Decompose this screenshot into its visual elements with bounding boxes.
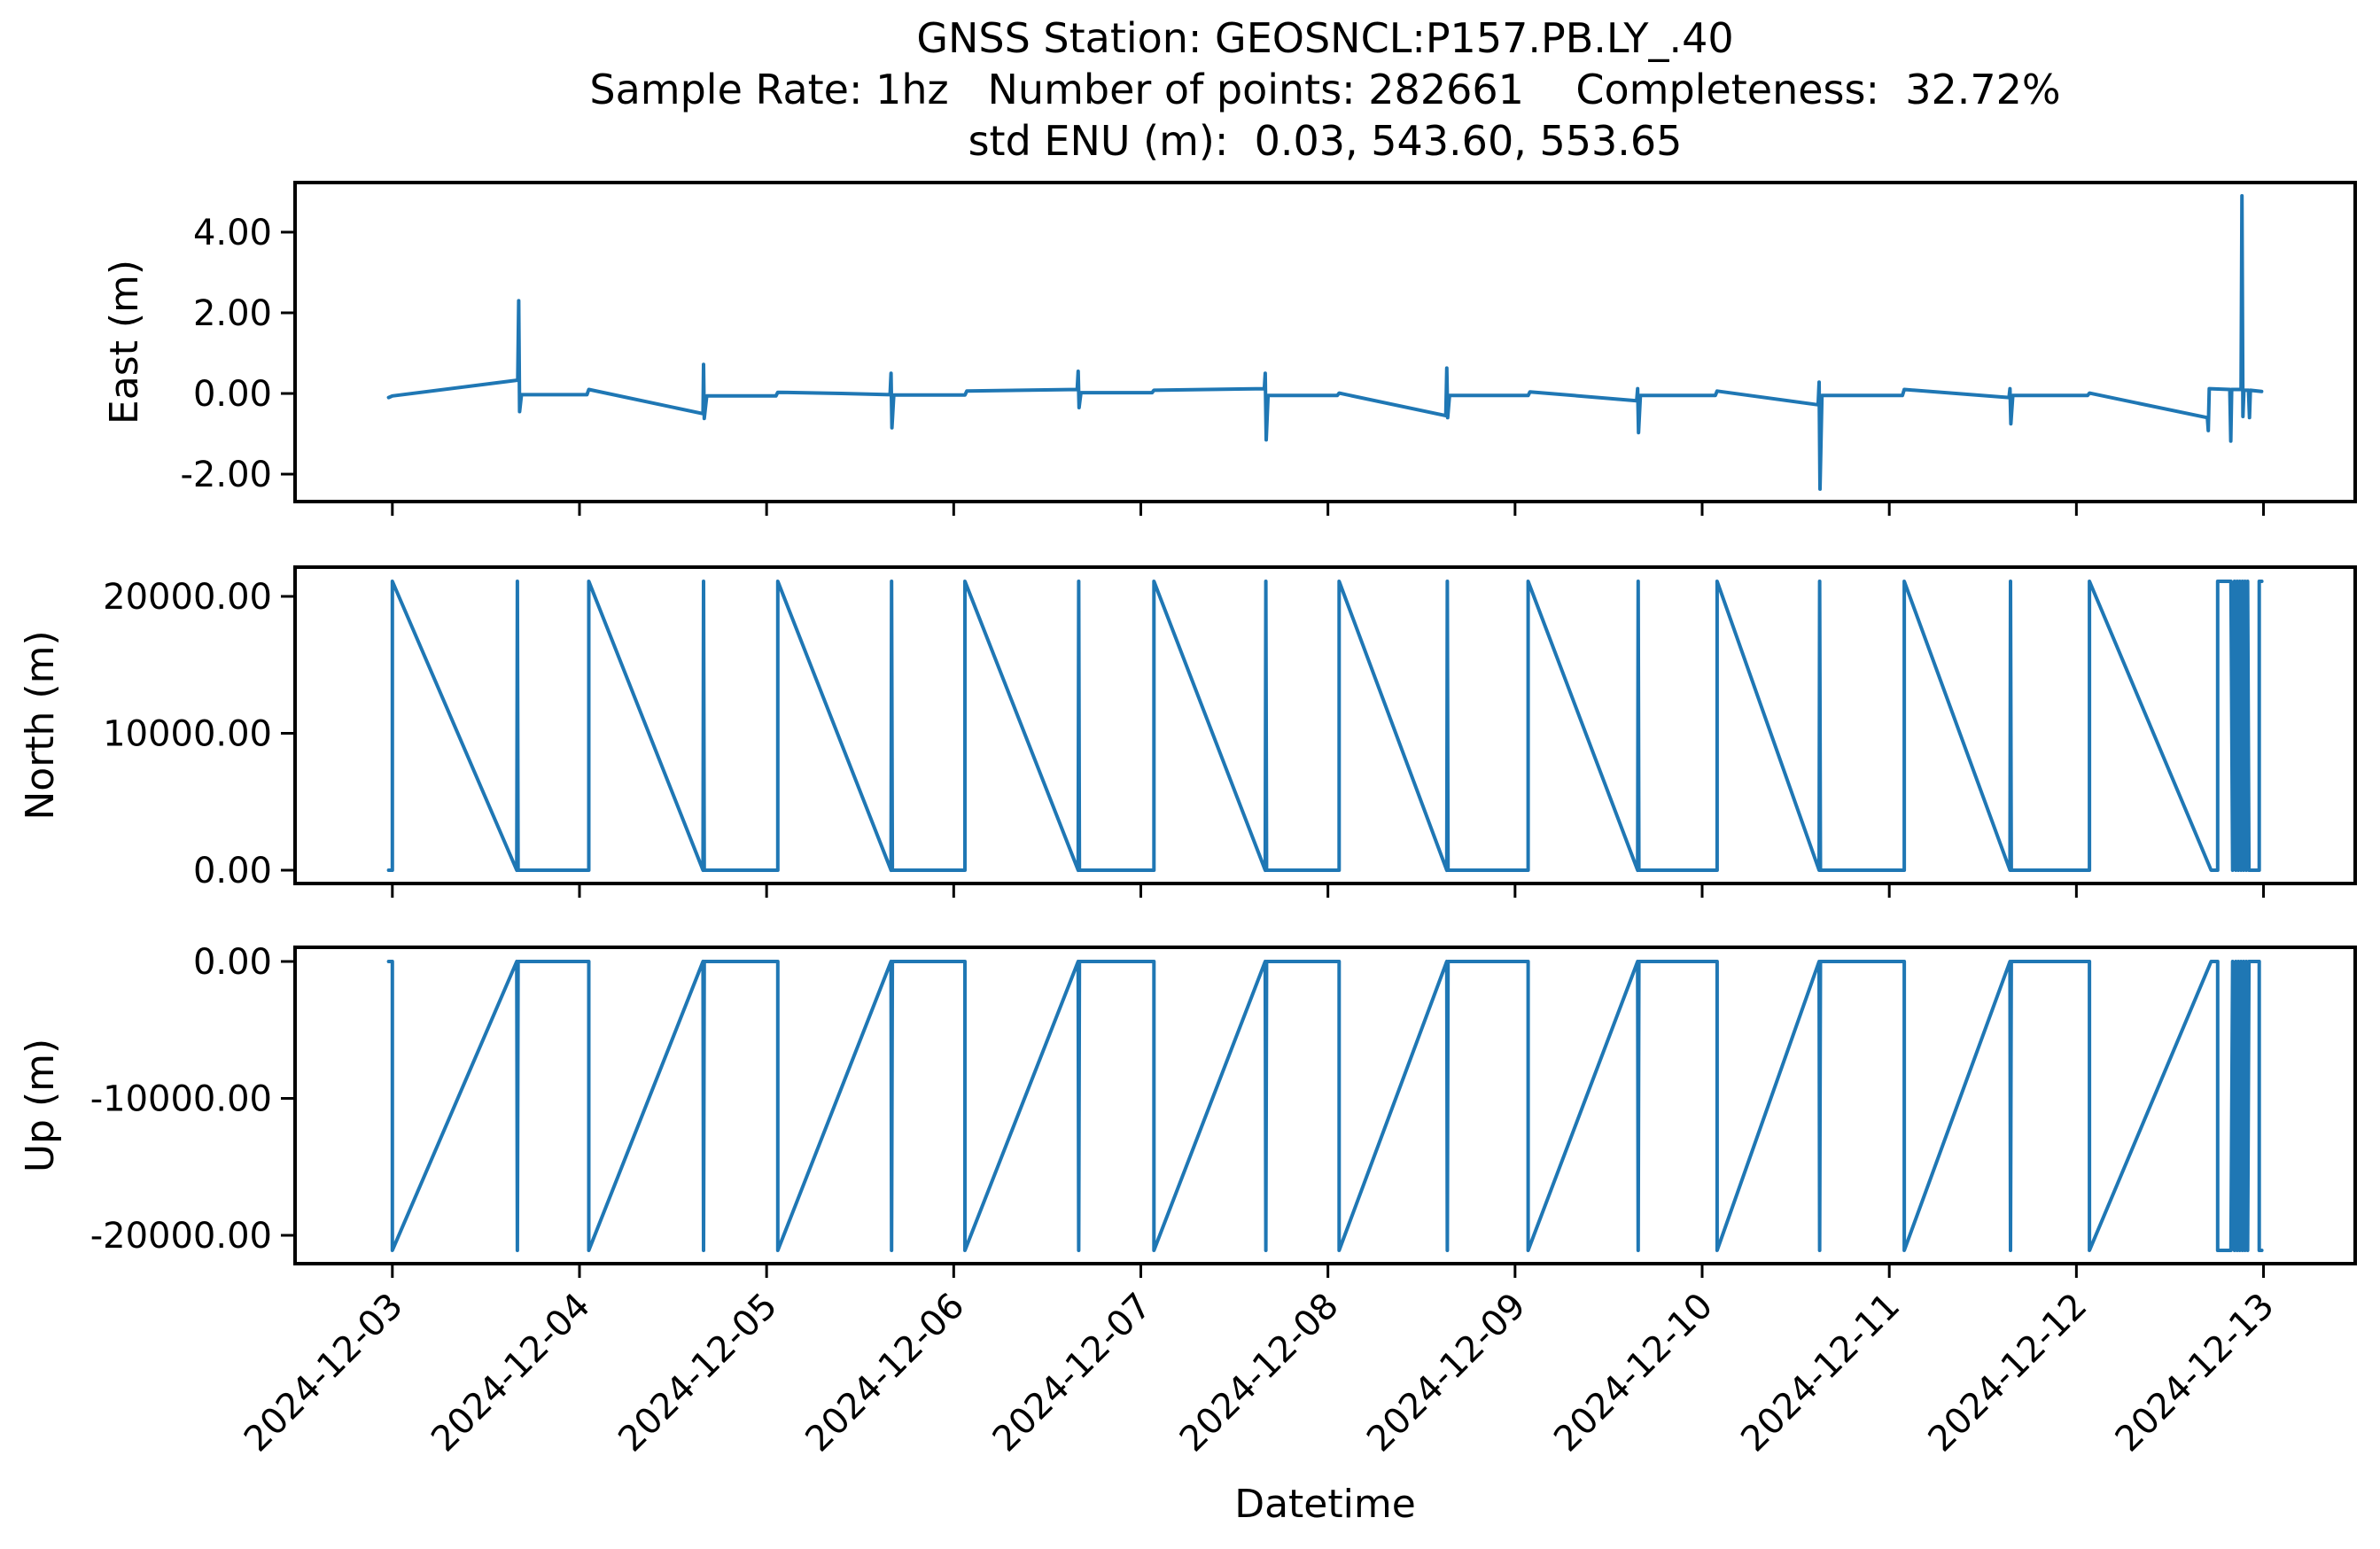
series-line-east	[386, 194, 2264, 491]
x-tick-label: 2024-12-08	[1172, 1286, 1347, 1460]
x-tick-label: 2024-12-09	[1359, 1286, 1534, 1460]
x-tick-label: 2024-12-07	[985, 1286, 1160, 1460]
east-y-tick-label: 0.00	[193, 374, 272, 415]
up-panel-frame	[293, 946, 2357, 1265]
east-panel-frame	[293, 181, 2357, 503]
east-y-tick-label: -2.00	[181, 455, 273, 495]
chart-title-line-2: Sample Rate: 1hz Number of points: 28266…	[589, 66, 2061, 113]
north-y-tick-label: 20000.00	[103, 577, 272, 618]
chart-title-line-1: GNSS Station: GEOSNCL:P157.PB.LY_.40	[916, 14, 1734, 62]
north-y-tick-label: 10000.00	[103, 713, 272, 754]
x-tick-label: 2024-12-11	[1733, 1286, 1908, 1460]
x-tick-label: 2024-12-13	[2108, 1286, 2283, 1460]
y-axis-label-up: Up (m)	[18, 1039, 63, 1172]
y-axis-label-north: North (m)	[18, 630, 63, 820]
east-y-tick-label: 4.00	[193, 213, 272, 253]
x-tick-label: 2024-12-10	[1546, 1286, 1721, 1460]
x-tick-label: 2024-12-03	[237, 1286, 411, 1460]
east-y-tick-label: 2.00	[193, 293, 272, 334]
up-y-tick-label: 0.00	[193, 942, 272, 983]
north-panel-frame	[293, 565, 2357, 885]
x-axis-label: Datetime	[1234, 1482, 1416, 1527]
x-tick-label: 2024-12-12	[1921, 1286, 2096, 1460]
up-y-tick-label: -10000.00	[90, 1079, 272, 1120]
y-axis-label-east: East (m)	[102, 260, 147, 424]
series-line-up	[386, 960, 2264, 1252]
north-y-tick-label: 0.00	[193, 851, 272, 891]
up-y-tick-label: -20000.00	[90, 1216, 272, 1257]
x-tick-label: 2024-12-05	[611, 1286, 785, 1460]
x-tick-label: 2024-12-06	[797, 1286, 972, 1460]
series-line-north	[386, 580, 2264, 872]
chart-title-line-3: std ENU (m): 0.03, 543.60, 553.65	[968, 117, 1683, 165]
x-tick-label: 2024-12-04	[424, 1286, 598, 1460]
